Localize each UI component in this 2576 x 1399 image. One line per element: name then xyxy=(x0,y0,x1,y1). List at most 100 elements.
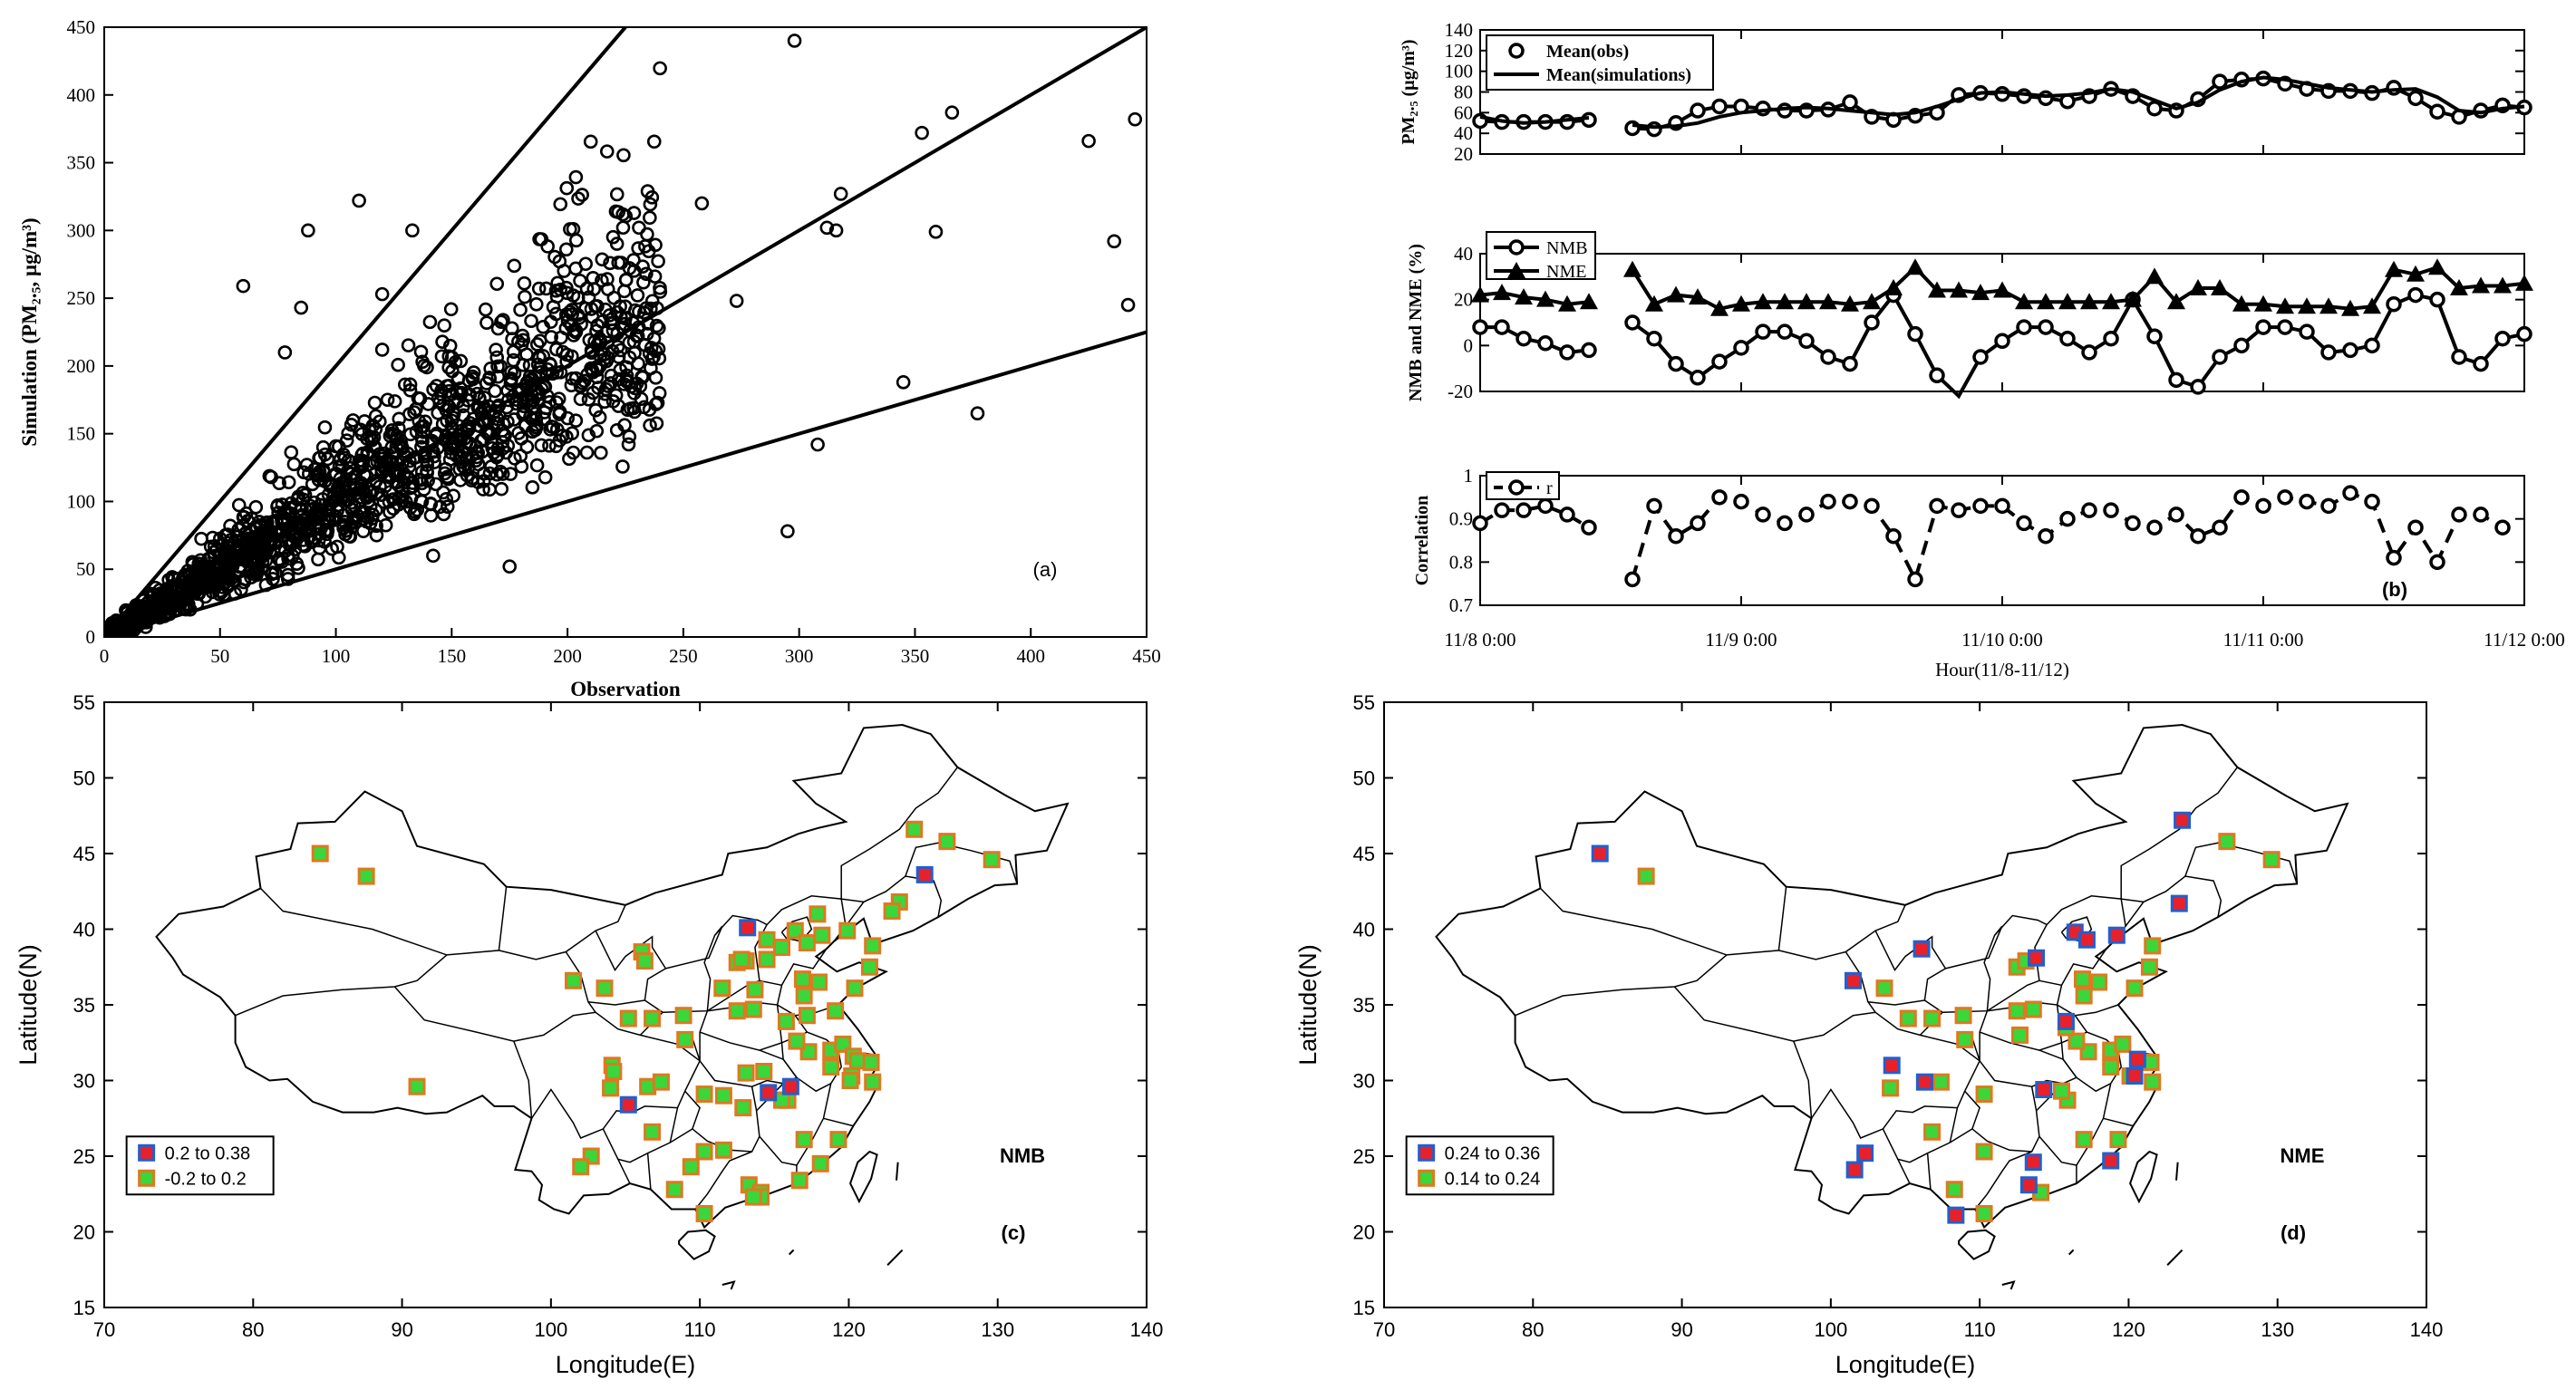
marker-nme xyxy=(2080,293,2098,310)
province-border xyxy=(1778,904,1906,960)
y-tick-label: 100 xyxy=(67,490,96,512)
scatter-point xyxy=(194,531,208,546)
scatter-point xyxy=(376,495,392,509)
scatter-point xyxy=(622,429,637,444)
marker-nmb xyxy=(1668,355,1684,372)
scatter-point xyxy=(810,437,825,452)
province-border xyxy=(587,930,667,1006)
marker-nme xyxy=(1819,293,1837,310)
small-island xyxy=(767,1379,771,1384)
marker-nmb xyxy=(1929,367,1945,384)
marker-nme xyxy=(2276,297,2294,314)
x-tick-label: 90 xyxy=(1671,1318,1692,1341)
scatter-point xyxy=(538,281,554,296)
scatter-point xyxy=(301,223,315,238)
scatter-point xyxy=(579,281,595,296)
site-marker-low xyxy=(938,833,956,851)
scatter-point xyxy=(605,229,621,245)
scatter-point xyxy=(553,197,568,212)
marker-nme xyxy=(1971,284,1990,301)
site-marker-high xyxy=(619,1095,637,1114)
scatter-point xyxy=(420,464,434,478)
province-border xyxy=(1793,1011,1981,1139)
scatter-point xyxy=(171,571,186,586)
scatter-point xyxy=(552,433,567,448)
marker-nme xyxy=(2319,297,2338,314)
x-tick-label: 120 xyxy=(832,1318,866,1341)
scatter-point xyxy=(270,499,285,514)
marker-meanobs xyxy=(2212,73,2228,90)
scatter-point xyxy=(490,448,506,462)
marker-nmb xyxy=(2473,355,2489,372)
scatter-point xyxy=(277,345,293,360)
scatter-point xyxy=(352,193,366,208)
y-tick-label: 40 xyxy=(1353,919,1375,941)
marker-nmb xyxy=(2190,379,2206,395)
scatter-point xyxy=(649,318,664,333)
site-marker-low xyxy=(2011,1026,2029,1044)
marker-r xyxy=(2407,519,2424,535)
marker-nmb xyxy=(1842,355,1858,372)
scatter-point xyxy=(409,401,423,417)
scatter-point xyxy=(595,252,610,267)
site-marker-low xyxy=(755,1062,773,1080)
legend-label: r xyxy=(1546,478,1553,498)
y-tick-label: 400 xyxy=(67,84,96,106)
site-marker-low xyxy=(813,926,831,944)
y-tick-label: 80 xyxy=(1454,82,1473,103)
marker-nmb xyxy=(1755,323,1771,340)
scatter-point xyxy=(629,329,644,343)
province-border xyxy=(2060,1031,2122,1093)
scatter-point xyxy=(395,489,410,504)
scatter-point xyxy=(570,307,586,323)
site-marker-high xyxy=(2035,1081,2053,1099)
marker-nmb xyxy=(1690,370,1706,386)
scatter-point xyxy=(349,479,363,495)
legend: 0.2 to 0.38 -0.2 to 0.2 xyxy=(125,1135,275,1196)
scatter-point xyxy=(110,622,125,637)
scatter-point xyxy=(640,184,655,198)
scatter-point xyxy=(413,344,429,360)
scatter-point xyxy=(257,545,272,560)
scatter-point xyxy=(819,220,835,236)
scatter-point xyxy=(254,562,269,576)
scatter-point xyxy=(213,531,228,546)
site-marker-low xyxy=(2008,1002,2026,1020)
scatter-point xyxy=(328,439,344,454)
province-border xyxy=(759,948,828,987)
marker-nme xyxy=(1536,290,1554,307)
province-border xyxy=(1942,925,2003,1014)
series-line-meansimulations xyxy=(1632,75,2525,130)
scatter-point xyxy=(558,321,574,336)
scatter-point xyxy=(640,227,654,242)
axes-d: 70 80 90 100 110 120 130 140 15 20 25 30 35 40 45 50 55 L… xyxy=(1294,691,2443,1378)
x-axis-label: Observation xyxy=(570,678,681,700)
scatter-point xyxy=(609,187,625,202)
scatter-point xyxy=(653,281,667,295)
marker-nme xyxy=(1689,288,1707,305)
map-metric-label: NME xyxy=(2281,1144,2325,1167)
scatter-point xyxy=(489,276,505,292)
scatter-point xyxy=(494,314,508,330)
site-marker-low xyxy=(1899,1009,1917,1028)
scatter-point xyxy=(615,220,631,236)
marker-nme xyxy=(2472,276,2490,294)
scatter-point xyxy=(440,499,455,514)
y-tick-label: 50 xyxy=(76,558,95,580)
marker-nmb xyxy=(1777,323,1793,340)
legend-label: 0.2 to 0.38 xyxy=(165,1143,251,1163)
y-tick-label: 15 xyxy=(73,1297,95,1319)
marker-nme xyxy=(1754,293,1772,310)
scatter-point xyxy=(915,125,929,140)
scatter-point xyxy=(1107,234,1122,249)
scatter-point xyxy=(638,239,653,254)
scatter-point xyxy=(595,273,609,288)
marker-r xyxy=(2342,485,2358,501)
legend-swatch xyxy=(138,1143,156,1162)
x-tick-label: 150 xyxy=(438,645,467,667)
scatter-point xyxy=(506,344,521,359)
scatter-point xyxy=(652,386,667,400)
marker-nmb xyxy=(2494,330,2511,347)
